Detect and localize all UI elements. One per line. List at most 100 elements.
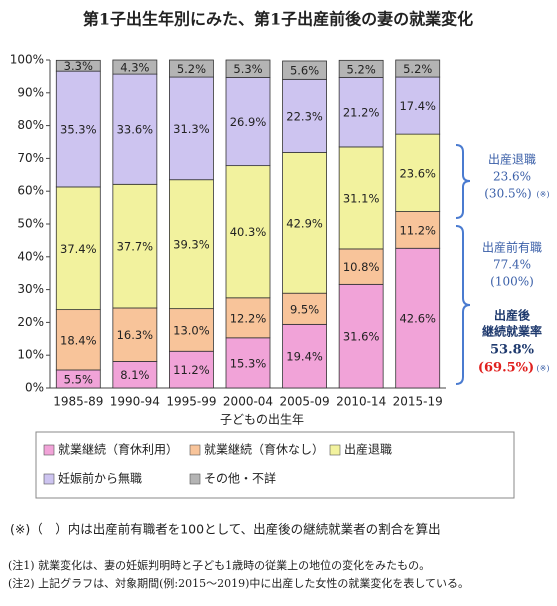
bar-segment [55,59,101,72]
value-label: 40.3% [230,225,267,239]
value-label: 39.3% [173,238,210,252]
value-label: 8.1% [120,368,149,382]
bar-segment [55,309,101,371]
bar-segment [282,292,327,325]
y-tick-label: 0% [25,381,44,395]
y-tick-label: 40% [17,249,44,263]
y-tick-label: 100% [10,53,44,67]
value-label: 18.4% [60,333,97,347]
y-tick-label: 10% [17,348,44,362]
x-tick-label: 1990-94 [110,395,160,409]
chart-title: 第1子出生年別にみた、第1子出産前後の妻の就業変化 [83,10,473,29]
value-label: 5.2% [177,62,206,76]
annotation-label: 出産前有職 [482,240,542,255]
bar-segment [338,283,384,389]
annotation-share: (69.5%) [478,361,534,376]
bar-segment [395,247,441,389]
bar-segment [169,179,214,310]
bar-segment [395,76,441,135]
bar-segment [169,76,214,181]
bar-segment [55,186,101,311]
x-tick-label: 1985-89 [53,395,103,409]
bar-segment [112,361,158,389]
legend-label: 出産退職 [344,442,392,457]
bracket [455,225,471,385]
bar-segment [282,78,327,153]
value-label: 26.9% [230,115,267,129]
bar-segment [225,76,271,167]
bar-segment [112,183,158,309]
y-tick-label: 80% [17,118,44,132]
value-label: 33.6% [117,123,154,137]
y-tick-label: 20% [17,315,44,329]
bar-segment [282,323,327,389]
bar-segment [225,337,271,389]
value-label: 13.0% [173,323,210,337]
footnote: (※)（ ）内は出産前有職者を100として、出産後の継続就業者の割合を算出 [10,522,441,537]
x-tick-label: 1995-99 [166,395,216,409]
value-label: 31.6% [343,330,380,344]
legend-swatch [329,444,341,456]
bar-segment [112,73,158,185]
footnote: (注1) 就業変化は、妻の妊娠判明時と子ども1歳時の従業上の地位の変化をみたもの… [8,558,430,572]
annotation-label: 出産退職 [488,152,536,167]
legend-swatch [189,473,201,485]
value-label: 10.8% [343,260,380,274]
bar-segment [338,248,384,285]
legend-label: 就業継続（育休利用） [58,442,178,457]
value-label: 5.2% [347,62,376,76]
legend-label: その他・不詳 [204,471,276,486]
y-tick-label: 50% [17,217,44,231]
value-label: 23.6% [399,166,436,180]
annotation-share: (30.5%) [484,187,531,201]
bracket [455,144,471,219]
value-label: 42.9% [286,216,323,230]
value-label: 19.4% [286,350,323,364]
footnote: (注2) 上記グラフは、対象期間(例:2015～2019)中に出産した女性の就業… [8,576,469,590]
annotation-value: 23.6% [493,170,531,184]
bar-segment [338,76,384,148]
value-label: 31.1% [343,191,380,205]
x-axis-label: 子どもの出生年 [220,413,304,427]
bar-segment [282,152,327,294]
annotation-value: 53.8% [490,343,535,358]
bar-segment [169,59,214,78]
x-tick-label: 2015-19 [393,395,443,409]
bar-segment [225,59,271,78]
y-tick-label: 90% [17,85,44,99]
legend-swatch [43,444,55,456]
annotation-share: (100%) [490,275,534,289]
y-tick-label: 30% [17,282,44,296]
bar-segment [112,59,158,75]
annotation-label: 出産後 [494,308,531,323]
value-label: 5.3% [233,62,262,76]
value-label: 37.4% [60,242,97,256]
value-label: 31.3% [173,122,210,136]
bar-segment [112,307,158,362]
annotation-note: (※) [537,190,550,199]
value-label: 11.2% [399,223,436,237]
value-label: 17.4% [399,99,436,113]
value-label: 5.2% [403,62,432,76]
value-label: 22.3% [286,109,323,123]
y-tick-label: 60% [17,184,44,198]
x-tick-label: 2005-09 [280,395,330,409]
value-label: 21.2% [343,106,380,120]
annotation-label: 継続就業率 [482,324,542,339]
value-label: 16.3% [117,328,154,342]
value-label: 15.3% [230,356,267,370]
value-label: 5.5% [64,373,93,387]
x-tick-label: 2000-04 [223,395,273,409]
value-label: 4.3% [120,61,149,75]
legend-label: 就業継続（育休なし） [204,442,324,457]
y-tick-label: 70% [17,151,44,165]
value-label: 35.3% [60,123,97,137]
bar-segment [55,70,101,188]
value-label: 5.6% [290,64,319,78]
bar-segment [282,60,327,80]
bar-segment [338,146,384,250]
annotation-value: 77.4% [493,258,531,272]
bar-segment [169,308,214,352]
x-tick-label: 2010-14 [336,395,386,409]
